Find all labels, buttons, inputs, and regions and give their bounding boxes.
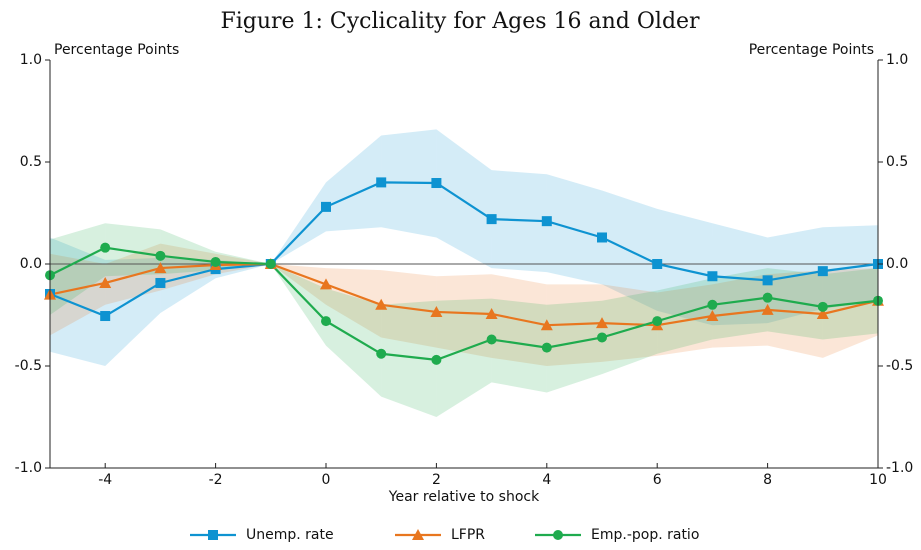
series-line <box>49 246 879 362</box>
legend-label: LFPR <box>451 527 485 543</box>
data-point <box>817 301 828 312</box>
data-point <box>99 276 112 288</box>
y2-tick-label: 0.0 <box>886 256 908 272</box>
data-point <box>321 316 331 327</box>
data-point <box>431 354 442 365</box>
data-point <box>320 278 332 290</box>
data-point <box>597 332 607 343</box>
series-line <box>49 262 879 327</box>
y2-axis-label: Percentage Points <box>749 42 874 58</box>
confidence-band <box>712 268 768 340</box>
y2-tick-label: 0.5 <box>886 154 908 170</box>
confidence-band <box>436 129 492 269</box>
data-point <box>100 242 111 253</box>
x-tick-label: 2 <box>432 472 441 488</box>
confidence-band <box>822 268 878 358</box>
confidence-band <box>160 229 216 275</box>
y2-tick-label: -0.5 <box>886 358 913 374</box>
data-point <box>816 307 829 319</box>
x-axis-label: Year relative to shock <box>388 489 540 505</box>
confidence-band <box>712 274 768 348</box>
confidence-band <box>602 290 658 375</box>
data-point <box>265 259 276 269</box>
data-point <box>817 266 828 277</box>
confidence-band <box>105 223 161 277</box>
data-point <box>100 311 111 322</box>
x-tick-label: 8 <box>763 472 772 488</box>
confidence-band <box>381 300 437 417</box>
confidence-band <box>326 268 382 338</box>
confidence-band <box>767 270 823 358</box>
data-point <box>762 275 773 286</box>
data-point <box>155 250 166 261</box>
x-tick-label: 4 <box>542 472 551 488</box>
confidence-band <box>436 298 492 417</box>
data-point <box>540 319 553 331</box>
confidence-band <box>326 135 382 232</box>
data-point <box>486 334 497 345</box>
legend-label: Unemp. rate <box>246 527 334 543</box>
data-point <box>154 262 167 274</box>
data-point <box>210 256 221 267</box>
data-point <box>376 348 387 359</box>
data-point <box>430 305 443 317</box>
legend-marker <box>553 530 563 540</box>
confidence-band <box>270 264 326 346</box>
data-point <box>485 307 498 319</box>
confidence-band <box>270 264 326 305</box>
y2-tick-label: -1.0 <box>886 460 913 476</box>
data-point <box>761 303 774 315</box>
legend-label: Emp.-pop. ratio <box>591 527 699 543</box>
data-point <box>762 292 773 303</box>
data-point <box>155 277 166 288</box>
y-tick-label: 0.5 <box>20 154 42 170</box>
legend-marker <box>208 530 218 540</box>
data-point <box>652 316 663 327</box>
confidence-band <box>657 208 713 326</box>
x-tick-label: -4 <box>98 472 112 488</box>
confidence-band <box>105 257 161 366</box>
x-tick-label: 0 <box>322 472 331 488</box>
data-point <box>652 259 663 269</box>
y-tick-label: 0.0 <box>20 256 42 272</box>
y-tick-label: -0.5 <box>15 358 42 374</box>
data-point <box>596 317 608 329</box>
y-axis-label: Percentage Points <box>54 42 179 58</box>
confidence-band <box>326 288 382 397</box>
x-tick-label: -2 <box>209 472 223 488</box>
data-point <box>541 216 552 227</box>
data-point <box>541 342 552 353</box>
data-point <box>707 299 718 310</box>
data-point <box>597 232 607 243</box>
confidence-band <box>436 274 492 358</box>
x-tick-label: 10 <box>869 472 887 488</box>
confidence-band <box>270 182 326 264</box>
data-point <box>707 271 718 282</box>
confidence-band <box>767 268 823 340</box>
data-point <box>706 310 719 322</box>
confidence-band <box>657 278 713 354</box>
confidence-band <box>50 237 106 366</box>
data-point <box>376 177 387 188</box>
chart-title: Figure 1: Cyclicality for Ages 16 and Ol… <box>220 9 700 34</box>
series-line <box>49 181 879 318</box>
data-point <box>431 178 442 189</box>
x-tick-label: 6 <box>653 472 662 488</box>
y-tick-label: 1.0 <box>20 52 42 68</box>
data-point <box>486 214 497 225</box>
legend-marker <box>412 529 424 540</box>
data-point <box>321 201 331 212</box>
confidence-band <box>50 253 106 336</box>
y-tick-label: -1.0 <box>15 460 42 476</box>
confidence-band <box>105 243 161 305</box>
data-point <box>375 298 388 310</box>
y2-tick-label: 1.0 <box>886 52 908 68</box>
